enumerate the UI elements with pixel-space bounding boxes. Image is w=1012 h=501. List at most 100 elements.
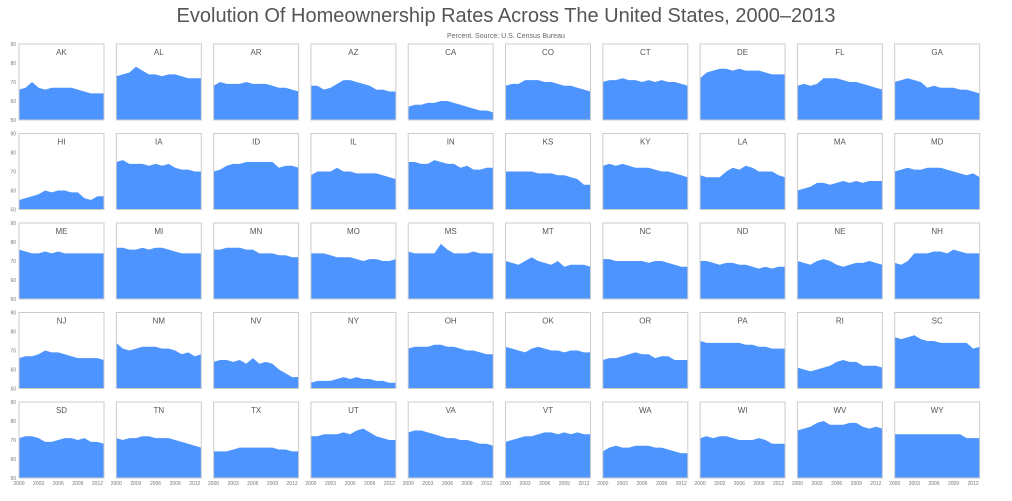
chart-title: Evolution Of Homeownership Rates Across … — [176, 5, 836, 27]
panel-frame — [18, 312, 105, 389]
panel-frame — [505, 133, 591, 210]
area-series-ms — [408, 243, 494, 299]
y-tick-label: 60 — [10, 99, 16, 105]
panel-frame — [796, 43, 883, 121]
panel-nj: NJ 50 60 70 80 90 — [10, 311, 105, 393]
area-series-ks — [505, 171, 591, 210]
panel-ma: MA — [796, 133, 883, 210]
panel-pa: PA — [699, 312, 786, 389]
x-tick-label: 2000 — [403, 481, 414, 487]
panel-nd: ND — [699, 222, 786, 300]
x-tick-label: 2003 — [520, 481, 531, 487]
panel-nm: NM — [115, 312, 202, 389]
panel-frame — [115, 133, 202, 210]
panel-frame — [796, 222, 883, 300]
panel-frame — [894, 312, 981, 389]
panel-label-tn: TN — [153, 406, 164, 415]
area-series-al — [116, 66, 202, 120]
x-tick-label: 2006 — [539, 481, 550, 487]
panel-label-ma: MA — [834, 138, 847, 147]
panel-frame — [796, 312, 883, 389]
panel-frame — [407, 133, 494, 210]
panel-ar: AR — [213, 43, 300, 121]
x-tick-label: 2000 — [597, 481, 608, 487]
panel-frame — [310, 401, 397, 479]
panel-frame — [213, 43, 300, 121]
panel-wy: WY 2000 2003 2006 2009 2012 — [889, 401, 981, 487]
panel-fl: FL — [796, 43, 883, 121]
x-tick-label: 2009 — [559, 481, 570, 487]
y-tick-label: 80 — [10, 330, 16, 336]
panel-frame — [699, 222, 786, 300]
panel-wi: WI 2000 2003 2006 2009 2012 — [695, 401, 786, 487]
x-tick-label: 2003 — [325, 481, 336, 487]
panel-frame — [699, 401, 786, 479]
y-tick-label: 90 — [10, 221, 16, 227]
area-series-oh — [408, 344, 494, 389]
area-series-ct — [602, 78, 688, 120]
panel-frame — [115, 401, 202, 479]
panel-or: OR — [602, 312, 689, 389]
panel-sd: SD 50 60 70 80 90 2000 2003 2006 2009 2012 — [10, 400, 105, 487]
panel-label-or: OR — [639, 317, 651, 326]
area-series-fl — [797, 78, 883, 120]
area-series-sc — [894, 335, 980, 389]
panel-label-ks: KS — [543, 138, 554, 147]
area-series-ga — [894, 78, 980, 120]
panel-mn: MN — [213, 222, 300, 300]
panel-frame — [894, 222, 981, 300]
area-series-co — [505, 80, 591, 120]
panel-label-me: ME — [56, 227, 68, 236]
panel-mi: MI — [115, 222, 202, 300]
panel-label-md: MD — [931, 138, 944, 147]
panel-al: AL — [115, 43, 202, 121]
panel-label-ny: NY — [348, 317, 360, 326]
area-series-ky — [602, 163, 688, 210]
panel-frame — [894, 43, 981, 121]
x-tick-label: 2003 — [714, 481, 725, 487]
area-series-me — [19, 249, 104, 299]
panel-ks: KS — [505, 133, 591, 210]
panel-label-pa: PA — [738, 317, 749, 326]
panel-va: VA 2000 2003 2006 2009 2012 — [403, 401, 494, 487]
x-tick-label: 2009 — [656, 481, 667, 487]
area-series-mt — [505, 257, 591, 299]
panel-ca: CA — [407, 43, 494, 121]
panel-frame — [505, 43, 591, 121]
x-tick-label: 2000 — [13, 481, 24, 487]
y-tick-label: 80 — [10, 240, 16, 246]
y-tick-label: 70 — [10, 349, 16, 355]
panel-frame — [310, 43, 397, 121]
area-series-vt — [505, 432, 591, 478]
panel-ia: IA — [115, 133, 202, 210]
panel-label-ne: NE — [834, 227, 845, 236]
area-series-tn — [116, 436, 202, 478]
x-tick-label: 2003 — [811, 481, 822, 487]
area-series-wa — [602, 445, 688, 478]
x-tick-label: 2012 — [870, 481, 881, 487]
area-series-in — [408, 160, 494, 210]
x-tick-label: 2009 — [364, 481, 375, 487]
area-series-or — [602, 352, 688, 389]
panel-label-ia: IA — [155, 138, 163, 147]
x-tick-label: 2012 — [286, 481, 297, 487]
panel-ri: RI — [796, 312, 883, 389]
panel-nv: NV — [213, 312, 300, 389]
y-tick-label: 90 — [10, 400, 16, 406]
panel-label-wa: WA — [639, 406, 652, 415]
panel-label-la: LA — [738, 138, 748, 147]
area-series-ny — [310, 377, 396, 389]
panel-label-ar: AR — [251, 48, 262, 57]
area-series-id — [213, 162, 299, 210]
panel-md: MD — [894, 133, 981, 210]
panel-label-ak: AK — [56, 48, 67, 57]
x-tick-label: 2012 — [189, 481, 200, 487]
panel-label-ct: CT — [640, 48, 651, 57]
x-tick-label: 2000 — [792, 481, 803, 487]
panel-label-il: IL — [350, 138, 357, 147]
panel-frame — [602, 312, 689, 389]
panel-frame — [18, 43, 105, 121]
area-series-il — [310, 167, 396, 210]
x-tick-label: 2006 — [247, 481, 258, 487]
panel-frame — [213, 312, 300, 389]
